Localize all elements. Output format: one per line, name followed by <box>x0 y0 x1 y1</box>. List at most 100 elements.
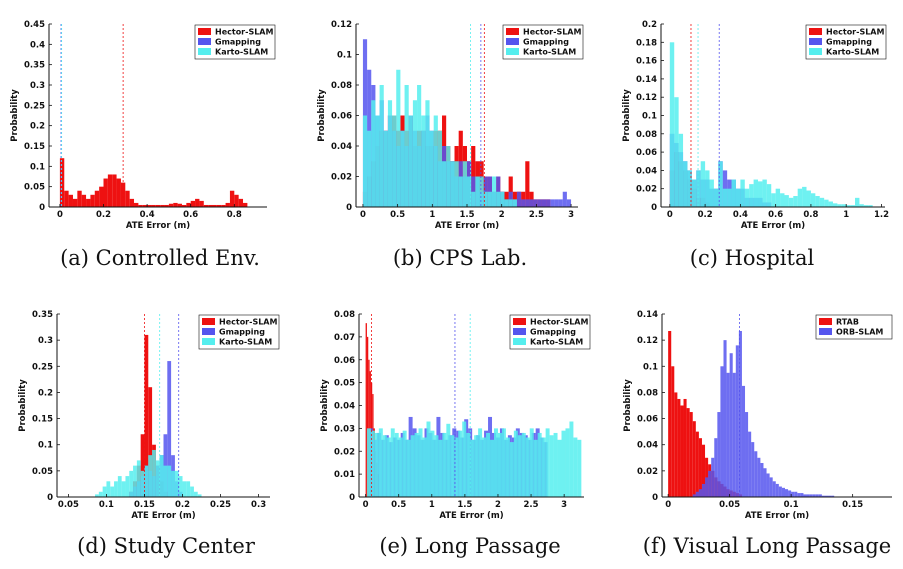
histogram-bar <box>229 190 235 207</box>
histogram-bar <box>692 421 696 497</box>
legend-entry: Karto-SLAM <box>219 338 272 347</box>
histogram-bar <box>490 439 494 497</box>
histogram-bar <box>90 194 95 207</box>
histogram-bar <box>709 179 714 207</box>
legend-entry: Hector-SLAM <box>523 28 582 37</box>
histogram-bar <box>422 437 427 497</box>
x-tick-label: 0.1 <box>784 500 799 510</box>
histogram-bar <box>98 491 103 497</box>
histogram-bar <box>392 437 397 497</box>
y-tick-label: 0.1 <box>38 441 53 451</box>
histogram-bar <box>243 202 248 207</box>
histogram-bar <box>368 359 370 497</box>
histogram-bar <box>701 483 706 497</box>
x-tick-label: 1.2 <box>874 210 889 220</box>
y-tick-label: 0 <box>652 493 658 503</box>
x-tick-label: 0.15 <box>134 500 155 510</box>
histogram-bar <box>521 199 526 208</box>
histogram-bar <box>788 490 792 497</box>
histogram-bar <box>470 439 475 497</box>
histogram-bar <box>140 470 145 497</box>
histogram-bar <box>788 197 794 207</box>
histogram-bar <box>821 495 825 497</box>
histogram-bar <box>467 176 472 207</box>
histogram-bar <box>68 194 73 207</box>
x-tick-label: 0.8 <box>227 210 242 220</box>
histogram-bar <box>757 457 761 497</box>
x-tick-label: 0.05 <box>719 500 740 510</box>
x-tick-label: 3 <box>561 500 567 510</box>
histogram-bar <box>120 182 126 207</box>
histogram-bar <box>383 130 388 207</box>
histogram-bar <box>173 202 178 207</box>
histogram-bar <box>781 487 785 497</box>
histogram-bar <box>462 421 467 497</box>
histogram-bar <box>516 191 522 207</box>
histogram-bar <box>731 179 736 207</box>
histogram-bar <box>529 191 534 207</box>
histogram-bar <box>382 435 387 497</box>
x-tick-label: 0 <box>360 210 366 220</box>
x-tick-label: 0.1 <box>99 500 114 510</box>
histogram-bar <box>195 198 200 207</box>
histogram-bar <box>529 199 534 208</box>
x-tick-label: 0.5 <box>390 210 405 220</box>
legend-swatch <box>809 38 822 45</box>
histogram-bar <box>168 203 174 207</box>
histogram-bar <box>486 432 491 497</box>
histogram-bar <box>738 330 742 497</box>
histogram-bar <box>102 486 107 497</box>
histogram-bar <box>727 188 732 207</box>
histogram-bar <box>487 191 492 207</box>
histogram-bar <box>772 481 776 497</box>
histogram-bar <box>81 194 87 207</box>
histogram-bar <box>181 204 187 207</box>
histogram-bar <box>491 176 497 207</box>
histogram-bar <box>846 205 851 207</box>
y-tick-label: 0.02 <box>636 185 657 195</box>
histogram-bar <box>438 439 443 497</box>
caption-b: (b) CPS Lab. <box>393 246 527 270</box>
histogram-bar <box>818 494 822 497</box>
y-tick-label: 0.45 <box>24 20 45 30</box>
histogram-bar <box>729 353 733 497</box>
histogram-bar <box>479 176 484 207</box>
histogram-bar <box>370 430 375 497</box>
y-axis-label: Probability <box>622 89 632 142</box>
histogram-bar <box>541 199 547 208</box>
legend-entry: Hector-SLAM <box>219 318 278 327</box>
histogram-bar <box>800 493 804 497</box>
histogram-bar <box>717 412 721 497</box>
y-tick-label: 0.2 <box>642 20 657 30</box>
histogram-bar <box>400 130 405 207</box>
histogram-bar <box>815 494 819 497</box>
histogram-bar <box>828 201 833 207</box>
histogram-bar <box>458 176 463 207</box>
histogram-bar <box>521 191 526 207</box>
histogram-bar <box>554 199 559 208</box>
legend-swatch <box>506 48 519 55</box>
histogram-bar <box>475 176 480 207</box>
y-tick-label: 0.4 <box>30 40 45 50</box>
caption-f: (f) Visual Long Passage <box>643 534 891 558</box>
histogram-bar <box>446 146 451 207</box>
legend-swatch <box>819 318 832 325</box>
histogram-bar <box>505 437 510 497</box>
histogram-bar <box>806 190 811 207</box>
histogram-bar <box>859 204 864 207</box>
histogram-bar <box>234 194 239 207</box>
x-tick-label: 0 <box>665 500 671 510</box>
histogram-bar <box>778 486 782 497</box>
histogram-bar <box>103 178 108 207</box>
x-tick-label: 0 <box>363 500 369 510</box>
histogram-bar <box>366 336 369 498</box>
legend-swatch <box>513 328 526 335</box>
histogram-bar <box>513 430 518 497</box>
histogram-bar <box>780 193 785 207</box>
histogram-bar <box>116 178 121 207</box>
x-tick-label: 0 <box>667 210 673 220</box>
legend-entry: Karto-SLAM <box>523 48 576 57</box>
y-tick-label: 0.1 <box>30 162 45 172</box>
histogram-bar <box>537 199 542 208</box>
histogram-bar <box>745 412 749 497</box>
